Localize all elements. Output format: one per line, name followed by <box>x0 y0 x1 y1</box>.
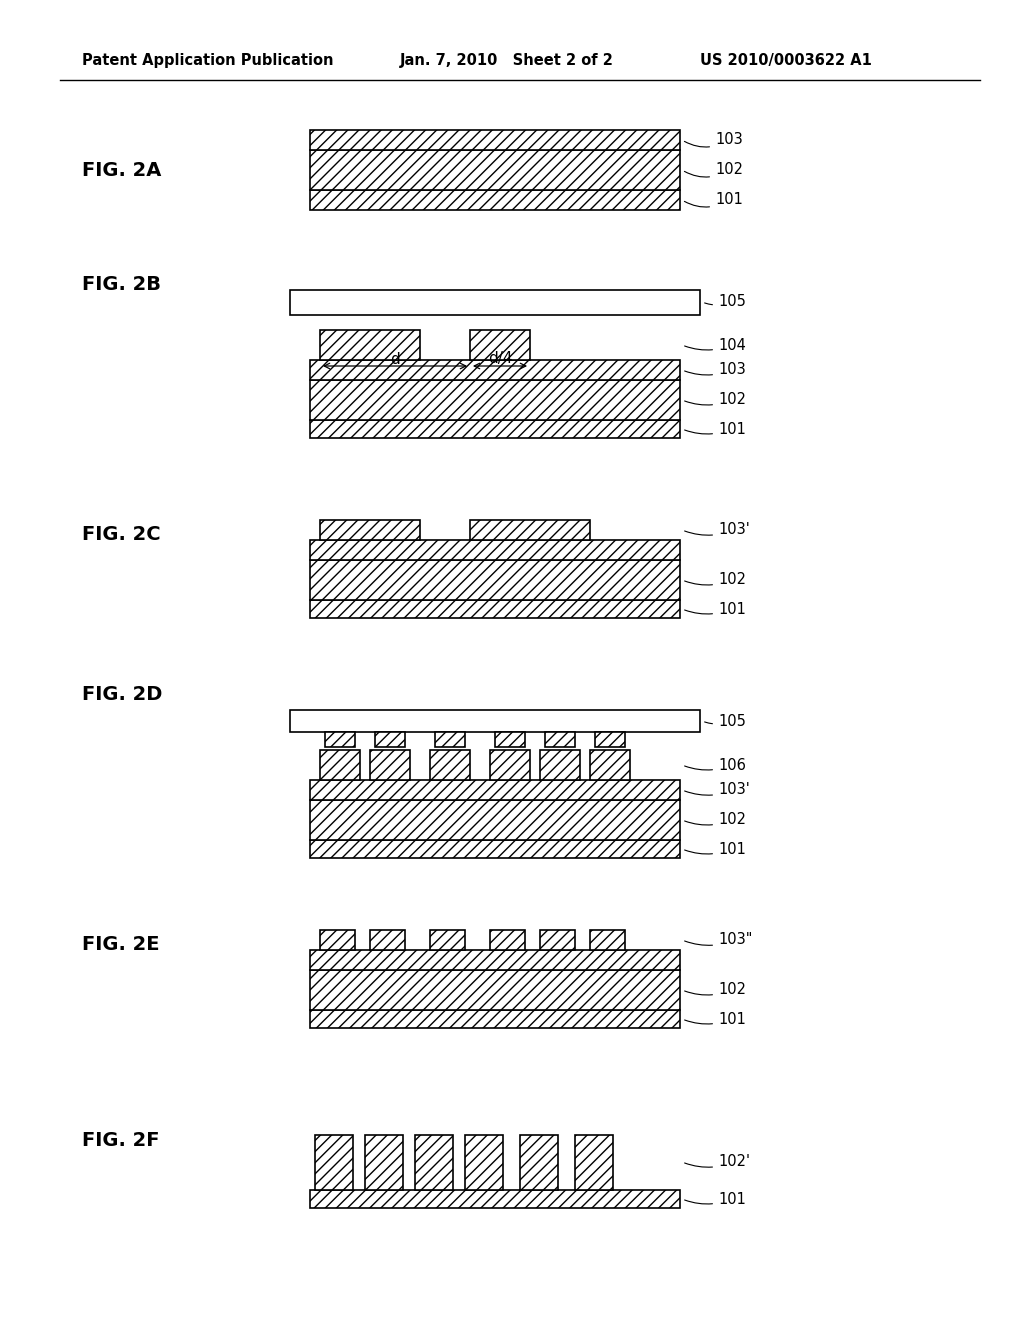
Bar <box>319 750 360 780</box>
Bar <box>319 520 420 540</box>
Text: FIG. 2F: FIG. 2F <box>82 1130 160 1150</box>
Bar <box>310 560 680 601</box>
Bar <box>319 931 355 950</box>
Text: US 2010/0003622 A1: US 2010/0003622 A1 <box>700 53 871 67</box>
Text: 103: 103 <box>685 363 745 378</box>
Bar <box>310 1191 680 1208</box>
Text: 101: 101 <box>685 421 745 437</box>
Text: 101: 101 <box>685 1192 745 1206</box>
FancyBboxPatch shape <box>290 710 700 733</box>
Text: 101: 101 <box>685 842 745 857</box>
Bar <box>495 733 525 747</box>
Bar <box>490 931 525 950</box>
Text: 105: 105 <box>705 294 745 309</box>
Bar <box>430 750 470 780</box>
Bar <box>310 601 680 618</box>
Text: Patent Application Publication: Patent Application Publication <box>82 53 334 67</box>
Bar <box>435 733 465 747</box>
Text: FIG. 2B: FIG. 2B <box>82 276 161 294</box>
Bar <box>540 931 575 950</box>
Bar <box>470 330 530 360</box>
Text: Jan. 7, 2010   Sheet 2 of 2: Jan. 7, 2010 Sheet 2 of 2 <box>400 53 613 67</box>
Bar <box>310 780 680 800</box>
Text: 102: 102 <box>685 813 746 828</box>
Bar <box>315 1135 353 1191</box>
Bar <box>465 1135 503 1191</box>
Text: 101: 101 <box>685 1011 745 1027</box>
Text: d: d <box>390 351 400 367</box>
Bar <box>310 970 680 1010</box>
Text: 102: 102 <box>684 162 743 177</box>
Bar <box>310 950 680 970</box>
Bar <box>375 733 406 747</box>
Bar <box>310 1010 680 1028</box>
Bar <box>590 931 625 950</box>
Bar <box>595 733 625 747</box>
Text: FIG. 2C: FIG. 2C <box>82 525 161 544</box>
Bar <box>310 840 680 858</box>
Bar <box>575 1135 613 1191</box>
Text: 102: 102 <box>685 982 746 998</box>
Text: 103: 103 <box>684 132 742 148</box>
Bar <box>319 330 420 360</box>
Text: 103": 103" <box>685 932 753 948</box>
Bar <box>430 931 465 950</box>
Text: d/4: d/4 <box>487 351 512 367</box>
Text: 101: 101 <box>685 602 745 616</box>
Bar <box>415 1135 453 1191</box>
Bar <box>540 750 580 780</box>
Bar <box>310 420 680 438</box>
Bar <box>545 733 575 747</box>
Text: FIG. 2E: FIG. 2E <box>82 936 160 954</box>
Bar <box>325 733 355 747</box>
Text: 102: 102 <box>685 392 746 408</box>
Text: 106: 106 <box>685 758 745 772</box>
Bar <box>590 750 630 780</box>
Text: 102: 102 <box>685 573 746 587</box>
Text: 102': 102' <box>685 1155 750 1170</box>
FancyBboxPatch shape <box>290 290 700 315</box>
Text: 103': 103' <box>685 523 750 537</box>
Bar <box>310 800 680 840</box>
Bar <box>310 150 680 190</box>
Bar <box>310 380 680 420</box>
Bar <box>310 360 680 380</box>
Bar <box>490 750 530 780</box>
Bar <box>370 931 406 950</box>
Text: FIG. 2D: FIG. 2D <box>82 685 163 705</box>
Bar <box>310 129 680 150</box>
Bar <box>365 1135 403 1191</box>
Bar <box>520 1135 558 1191</box>
Text: 101: 101 <box>684 193 742 207</box>
Bar <box>310 540 680 560</box>
Text: 103': 103' <box>685 783 750 797</box>
Bar <box>470 520 590 540</box>
Bar <box>370 750 410 780</box>
Text: 104: 104 <box>685 338 745 352</box>
Bar <box>310 190 680 210</box>
Text: FIG. 2A: FIG. 2A <box>82 161 162 180</box>
Text: 105: 105 <box>705 714 745 729</box>
